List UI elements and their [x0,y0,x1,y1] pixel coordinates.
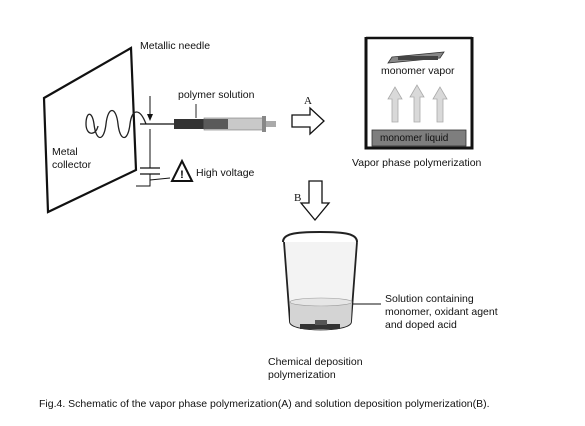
chemical-deposition-label-line1: Chemical deposition [268,356,363,368]
svg-text:!: ! [180,169,184,181]
syringe [174,116,276,132]
solution-label-line1: Solution containing [385,293,474,305]
fiber-jet-spiral [85,109,147,139]
monomer-vapor-label: monomer vapor [381,65,455,77]
polymer-solution-label: polymer solution [178,89,255,101]
metal-collector-label-line2: collector [52,159,92,171]
high-voltage-warning-icon [170,158,194,182]
vapor-phase-label: Vapor phase polymerization [352,157,482,169]
figure-caption: Fig.4. Schematic of the vapor phase poly… [39,398,490,410]
high-voltage-label: High voltage [196,167,255,179]
solution-label-line2: monomer, oxidant agent [385,306,498,318]
metallic-needle-label: Metallic needle [140,40,211,52]
arrow-a-label: A [304,95,312,107]
solution-label-line3: and doped acid [385,319,457,331]
metal-collector-label-line1: Metal [52,146,78,158]
chemical-deposition-label-line2: polymerization [268,369,336,381]
monomer-liquid-bath [371,129,467,147]
vapor-chamber [364,37,474,150]
metal-collector-plate [42,46,138,214]
vapor-arrows [387,84,448,123]
arrow-b-label: B [294,192,302,204]
arrow-a [291,106,325,136]
beaker [282,230,358,331]
arrow-b [299,180,331,222]
monomer-liquid-label: monomer liquid [380,133,449,144]
